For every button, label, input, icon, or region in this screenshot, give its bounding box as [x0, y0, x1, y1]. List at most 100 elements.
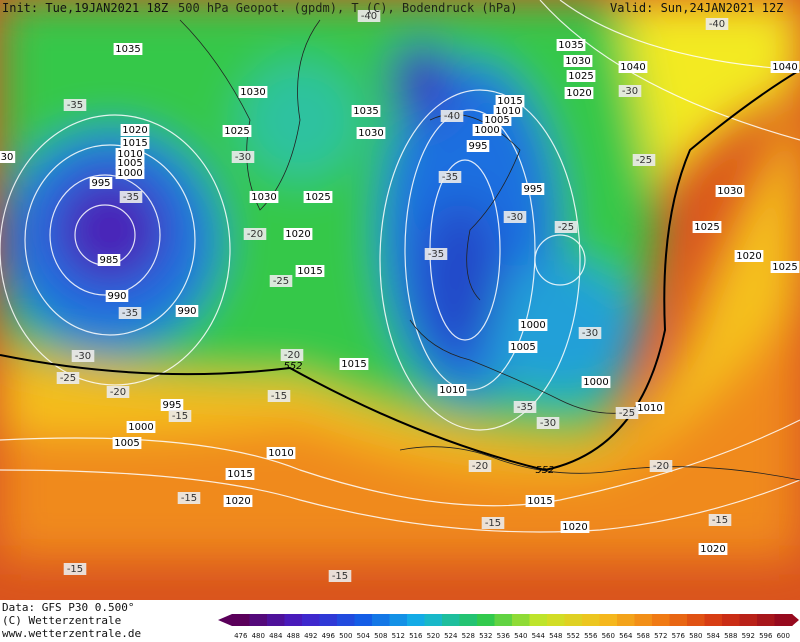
- isobar-label: 1010: [439, 385, 464, 396]
- isobar-label-box: [222, 125, 252, 137]
- isobar-label-box: [283, 228, 313, 240]
- isobar-label: 1015: [341, 359, 366, 370]
- scale-label: 476: [234, 632, 248, 640]
- isobar-label-box: [556, 39, 586, 51]
- scale-swatch: [722, 614, 740, 626]
- isobar-label: 990: [107, 291, 126, 302]
- temperature-label-box: [243, 228, 267, 240]
- temperature-label: -35: [442, 172, 458, 183]
- scale-label: 516: [409, 632, 423, 640]
- isobar-label-box: [356, 127, 386, 139]
- scale-label: 520: [427, 632, 440, 640]
- isobar-label-box: [175, 305, 199, 317]
- isobar-label: 1040: [772, 62, 797, 73]
- isobar-label: 1005: [114, 438, 139, 449]
- scale-swatch: [354, 614, 373, 626]
- scale-label: 552: [567, 632, 580, 640]
- scale-label: 576: [672, 632, 686, 640]
- scale-label: 536: [497, 632, 511, 640]
- isobar-label-box: [126, 421, 156, 433]
- temperature-label-box: [63, 563, 87, 575]
- scale-swatch: [232, 614, 250, 626]
- isobar-label-box: [466, 140, 490, 152]
- isobar-label-box: [115, 167, 145, 179]
- temperature-label-box: [267, 390, 291, 402]
- temperature-label: -20: [110, 387, 126, 398]
- isobar-label-box: [295, 265, 325, 277]
- temperature-label-box: [705, 18, 729, 30]
- scale-label: 560: [602, 632, 615, 640]
- scale-label: 496: [322, 632, 336, 640]
- isobar-label-box: [115, 157, 145, 169]
- scale-swatch: [249, 614, 268, 626]
- isobar-label-box: [495, 95, 525, 107]
- temperature-label-box: [424, 248, 448, 260]
- isobar-label: 1025: [224, 126, 249, 137]
- temperature-label: -25: [619, 408, 635, 419]
- temperature-label-box: [632, 154, 656, 166]
- temperature-label: -20: [284, 350, 300, 361]
- temperature-label: -35: [517, 402, 533, 413]
- isobar-label-box: [120, 137, 150, 149]
- temperature-label: -35: [428, 249, 444, 260]
- temperature-label-box: [357, 10, 381, 22]
- isobar-label-box: [437, 384, 467, 396]
- scale-label: 492: [304, 632, 317, 640]
- scale-swatch: [757, 614, 775, 626]
- scale-label: 500: [339, 632, 352, 640]
- scale-label: 588: [724, 632, 737, 640]
- isobar-label: 995: [162, 400, 181, 411]
- isobar-label: 995: [523, 184, 542, 195]
- temperature-label: -40: [361, 11, 377, 22]
- isobar-label: 1015: [527, 496, 552, 507]
- 552-contour: [0, 69, 800, 472]
- isobar-label: 1030: [240, 87, 265, 98]
- scale-label: 580: [689, 632, 702, 640]
- temperature-label: -25: [636, 155, 652, 166]
- scale-label: 592: [742, 632, 755, 640]
- isobar-label-box: [692, 221, 722, 233]
- scale-swatch: [564, 614, 583, 626]
- init-time: Init: Tue,19JAN2021 18Z: [2, 1, 168, 15]
- isobar-label: 1025: [694, 222, 719, 233]
- isobar-label-box: [770, 261, 800, 273]
- isobar-label-box: [97, 254, 121, 266]
- geopotential-label: 552: [535, 465, 554, 476]
- scale-label: 556: [584, 632, 598, 640]
- isobar-label-box: [525, 495, 555, 507]
- isobar-label: 1020: [566, 88, 591, 99]
- geopotential-label: 552: [283, 361, 302, 372]
- temperature-label: -15: [332, 571, 348, 582]
- isobar-label-box: [581, 376, 611, 388]
- valid-time: Valid: Sun,24JAN2021 12Z: [610, 1, 783, 15]
- temperature-label-box: [481, 517, 505, 529]
- scale-swatch: [407, 614, 425, 626]
- temperature-label-box: [468, 460, 492, 472]
- isobar-label: 1000: [117, 168, 142, 179]
- isobar-label: 1000: [520, 320, 545, 331]
- isobar-label-box: [238, 86, 268, 98]
- isobar-label-box: [472, 124, 502, 136]
- isobar-label-box: [564, 87, 594, 99]
- isobar-label: 1015: [297, 266, 322, 277]
- temperature-label: -35: [67, 100, 83, 111]
- temperature-label-box: [438, 171, 462, 183]
- scale-label: 600: [777, 632, 790, 640]
- scale-swatch: [582, 614, 600, 626]
- temperature-label: -15: [172, 411, 188, 422]
- isobar-label: 1010: [637, 403, 662, 414]
- isobar-label-box: [225, 468, 255, 480]
- isobar-label: 1005: [510, 342, 535, 353]
- copyright: (C) Wetterzentrale: [2, 614, 121, 627]
- scale-swatch: [389, 614, 408, 626]
- temperature-label-box: [119, 191, 143, 203]
- scale-label: 508: [374, 632, 387, 640]
- temperature-label: -30: [507, 212, 523, 223]
- scale-swatch: [372, 614, 390, 626]
- scale-swatch: [774, 614, 793, 626]
- isobar-lines: [0, 0, 800, 533]
- temperature-label: -25: [60, 373, 76, 384]
- scale-swatch: [704, 614, 723, 626]
- scale-swatch: [459, 614, 478, 626]
